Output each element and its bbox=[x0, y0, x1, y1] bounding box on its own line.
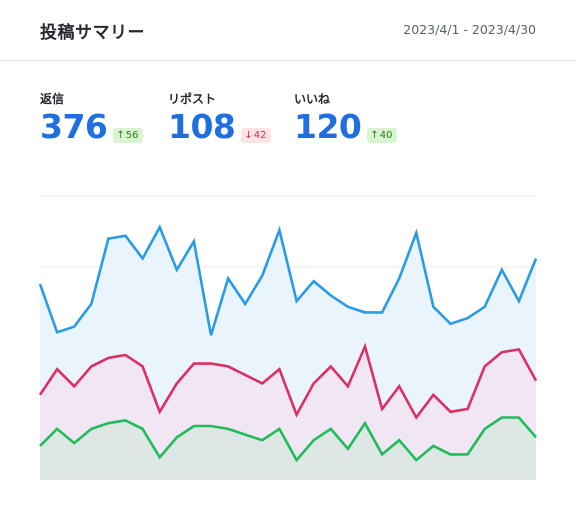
arrow-down-icon: ↓ bbox=[244, 130, 253, 141]
metric-value: 120 bbox=[294, 107, 362, 146]
date-range: 2023/4/1 - 2023/4/30 bbox=[403, 22, 536, 37]
series-red-area bbox=[40, 346, 536, 480]
delta-badge: ↑40 bbox=[367, 128, 397, 143]
metric-label: リポスト bbox=[168, 92, 217, 106]
metric-replies: 返信 376 ↑56 bbox=[40, 90, 143, 147]
delta-value: 40 bbox=[379, 130, 393, 141]
metric-label: 返信 bbox=[40, 92, 65, 106]
series-blue-line bbox=[38, 224, 538, 336]
series-green-line bbox=[39, 416, 537, 463]
delta-value: 56 bbox=[125, 130, 139, 141]
delta-value: 42 bbox=[253, 130, 267, 141]
delta-badge: ↓42 bbox=[241, 128, 271, 143]
metric-likes: いいね 120 ↑40 bbox=[294, 90, 397, 147]
metric-value: 376 bbox=[40, 107, 108, 146]
metrics-row: 返信 376 ↑56 リポスト 108 ↓42 いいね 120 ↑40 bbox=[40, 90, 540, 150]
series-green-area bbox=[40, 417, 536, 480]
metric-reposts: リポスト 108 ↓42 bbox=[168, 90, 271, 147]
metric-label: いいね bbox=[294, 92, 331, 106]
metric-value: 108 bbox=[168, 107, 236, 146]
arrow-up-icon: ↑ bbox=[370, 130, 379, 141]
arrow-up-icon: ↑ bbox=[116, 130, 125, 141]
delta-badge: ↑56 bbox=[113, 128, 143, 143]
page-title: 投稿サマリー bbox=[40, 23, 145, 43]
series-red-line bbox=[38, 342, 538, 420]
summary-header: 投稿サマリー 2023/4/1 - 2023/4/30 bbox=[0, 0, 576, 61]
